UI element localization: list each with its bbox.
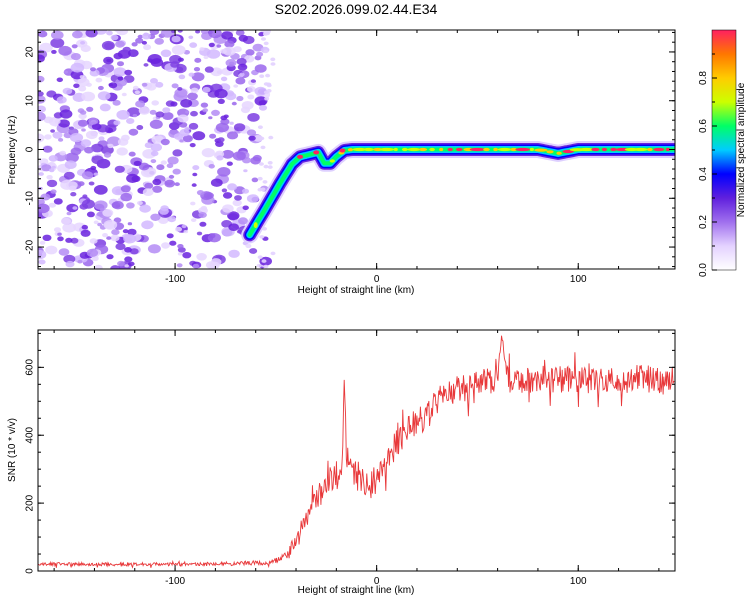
colorbar-tick-0: 0.0 [698,263,709,277]
snr-y-tick-0: 0 [25,568,36,574]
snr-frame [37,329,676,572]
colorbar-label: Normalized spectral amplitude [736,82,747,217]
snr-plot-area [38,335,675,569]
spectrogram-plot-area [38,30,675,269]
spectrogram-y-tick-3: 10 [25,95,36,107]
spectrogram-y-tick-1: -10 [25,191,36,206]
spectrogram-x-label: Height of straight line (km) [298,285,415,296]
colorbar-scale [711,29,737,271]
spectrogram-y-tick-2: 0 [25,146,36,152]
snr-ticks: -100 0 100 0 200 400 600 [25,330,675,587]
spectrogram-y-label: Frequency (Hz) [7,116,18,185]
ridge-layer-0 [241,141,675,244]
colorbar-ticks: 0.0 0.2 0.4 0.6 0.8 [698,53,717,277]
snr-y-tick-1: 200 [25,494,36,511]
snr-y-tick-2: 400 [25,426,36,443]
colorbar-tick-3: 0.6 [698,119,709,133]
snr-x-tick-2: 100 [570,576,587,587]
snr-x-tick-1: 0 [374,576,380,587]
snr-series-line [38,335,675,569]
spectrogram-x-tick-1: 0 [374,274,380,285]
chart-title: S202.2026.099.02.44.E34 [275,1,438,17]
colorbar-tick-1: 0.2 [698,215,709,229]
snr-y-tick-3: 600 [25,359,36,376]
snr-panel: -100 0 100 0 200 400 600 Height of straight li… [7,329,676,596]
ridge-hotspots [253,147,671,229]
snr-x-tick-0: -100 [165,576,185,587]
colorbar-tick-2: 0.4 [698,167,709,181]
spectrogram-y-tick-4: 20 [25,46,36,58]
colorbar-tick-4: 0.8 [698,71,709,85]
spectrogram-y-tick-0: -20 [25,239,36,254]
snr-x-label: Height of straight line (km) [298,585,415,596]
noise-blobs [38,30,276,269]
spectrogram-x-tick-2: 100 [570,274,587,285]
spectrogram-x-tick-0: -100 [165,274,185,285]
snr-y-label: SNR (10 * v/v) [7,418,18,482]
colorbar: 0.0 0.2 0.4 0.6 0.8 Normalized spectral ampl… [698,29,747,277]
